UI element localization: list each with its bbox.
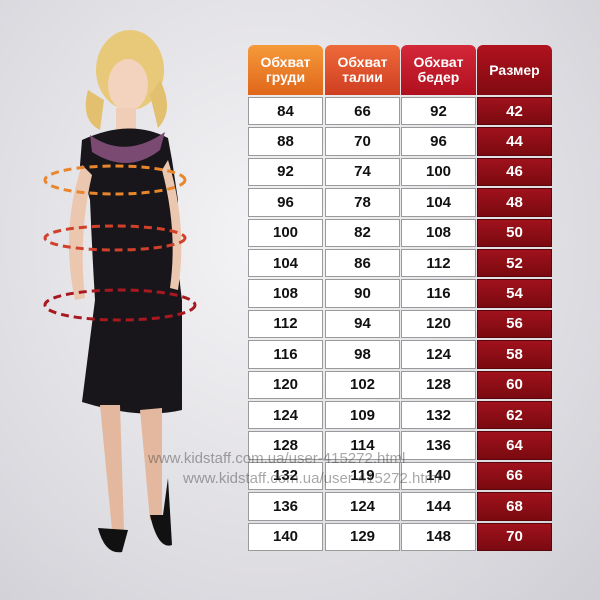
size-cell: 70	[477, 522, 552, 551]
measure-cell: 96	[248, 188, 323, 217]
watermark: www.kidstaff.com.ua/user-415272.html	[183, 470, 441, 487]
size-cell: 58	[477, 340, 552, 369]
size-cell: 48	[477, 188, 552, 217]
measure-cell: 144	[401, 492, 476, 521]
measure-cell: 82	[325, 218, 400, 247]
size-cell: 44	[477, 127, 552, 156]
size-cell: 42	[477, 97, 552, 126]
measure-cell: 124	[248, 401, 323, 430]
column-header: Размер	[477, 45, 552, 95]
measure-cell: 140	[401, 461, 476, 491]
measure-cell: 120	[248, 370, 323, 399]
measure-cell: 84	[248, 97, 323, 126]
measure-cell: 136	[401, 431, 476, 460]
measure-cell: 140	[248, 522, 323, 551]
measure-cell: 102	[325, 370, 400, 399]
shoes	[98, 478, 172, 553]
measure-cell: 128	[401, 370, 476, 399]
measure-cell: 92	[248, 157, 323, 187]
size-cell: 56	[477, 309, 552, 339]
measure-cell: 109	[325, 401, 400, 430]
measure-cell: 90	[325, 279, 400, 308]
measure-cell: 128	[248, 431, 323, 460]
legs	[100, 405, 162, 530]
size-cell: 62	[477, 401, 552, 430]
measure-cell: 124	[325, 492, 400, 521]
measure-cell: 100	[248, 218, 323, 247]
measure-cell: 112	[248, 309, 323, 339]
size-cell: 54	[477, 279, 552, 308]
measure-cell: 148	[401, 522, 476, 551]
measure-cell: 70	[325, 127, 400, 156]
measure-cell: 116	[401, 279, 476, 308]
size-cell: 64	[477, 431, 552, 460]
hair-curls	[85, 80, 168, 130]
dress	[80, 128, 182, 414]
measure-cell: 94	[325, 309, 400, 339]
size-cell: 66	[477, 461, 552, 491]
measure-cell: 116	[248, 340, 323, 369]
column-header: Обхват бедер	[401, 45, 476, 95]
measure-cell: 129	[325, 522, 400, 551]
measure-cell: 88	[248, 127, 323, 156]
measure-cell: 108	[248, 279, 323, 308]
measure-cell: 74	[325, 157, 400, 187]
measure-cell: 86	[325, 249, 400, 278]
watermark: www.kidstaff.com.ua/user-415272.html	[148, 450, 406, 467]
measure-cell: 132	[248, 461, 323, 491]
measure-cell: 136	[248, 492, 323, 521]
measure-arrows	[43, 164, 197, 322]
column-header: Обхват груди	[248, 45, 323, 95]
measure-cell: 120	[401, 309, 476, 339]
measure-cell: 104	[401, 188, 476, 217]
size-cell: 52	[477, 249, 552, 278]
measure-cell: 96	[401, 127, 476, 156]
measure-cell: 100	[401, 157, 476, 187]
neck	[116, 108, 136, 130]
measure-cell: 108	[401, 218, 476, 247]
measure-cell: 114	[325, 431, 400, 460]
measure-cell: 78	[325, 188, 400, 217]
size-cell: 60	[477, 370, 552, 399]
measure-cell: 119	[325, 461, 400, 491]
arms	[68, 160, 182, 300]
size-cell: 46	[477, 157, 552, 187]
face	[108, 59, 148, 111]
measure-cell: 132	[401, 401, 476, 430]
column-header: Обхват талии	[325, 45, 400, 95]
measure-cell: 66	[325, 97, 400, 126]
measure-cell: 124	[401, 340, 476, 369]
size-cell: 50	[477, 218, 552, 247]
measure-cell: 98	[325, 340, 400, 369]
ruffle	[90, 132, 165, 164]
measure-cell: 112	[401, 249, 476, 278]
size-cell: 68	[477, 492, 552, 521]
measure-cell: 104	[248, 249, 323, 278]
measure-cell: 92	[401, 97, 476, 126]
